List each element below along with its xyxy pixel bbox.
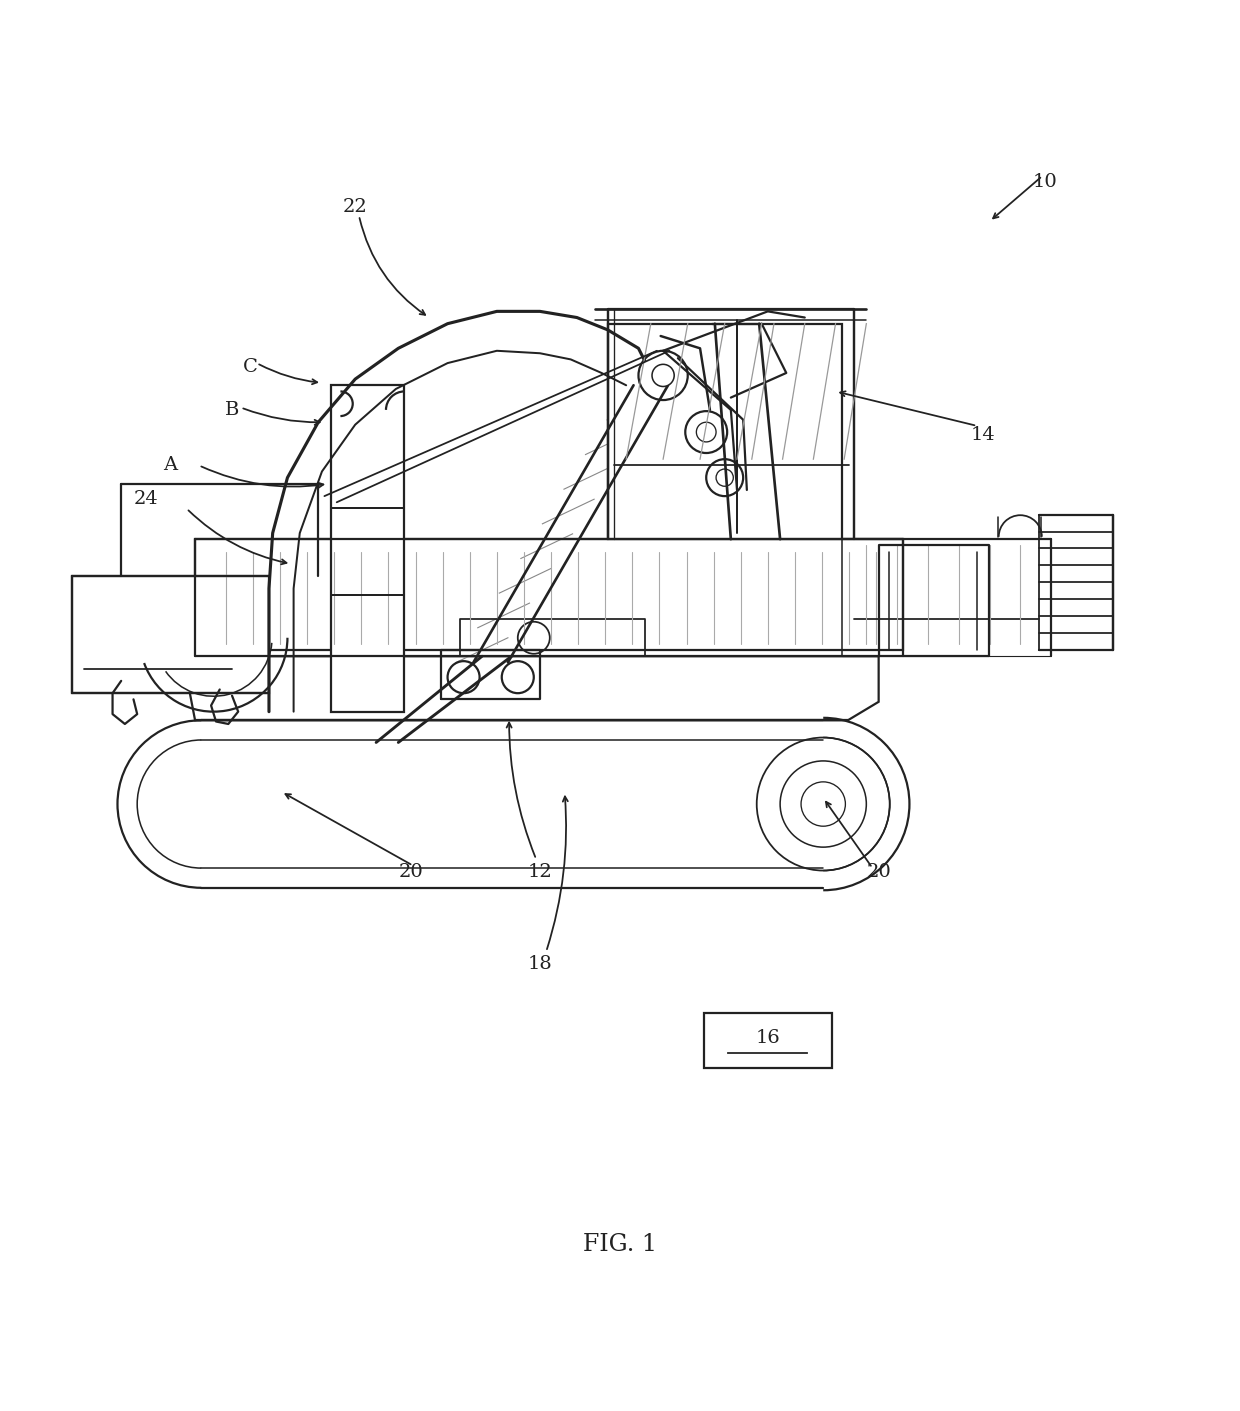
Text: 12: 12 <box>527 862 552 880</box>
Text: 24: 24 <box>134 490 159 508</box>
Circle shape <box>715 468 733 487</box>
Polygon shape <box>195 539 903 650</box>
Polygon shape <box>331 385 404 711</box>
Text: 18: 18 <box>527 955 552 974</box>
Text: 10: 10 <box>1033 174 1058 190</box>
Text: 22: 22 <box>342 198 367 216</box>
Text: 20: 20 <box>398 862 423 880</box>
Text: C: C <box>243 358 258 375</box>
Polygon shape <box>72 576 269 693</box>
Text: FIG. 1: FIG. 1 <box>583 1233 657 1256</box>
Polygon shape <box>182 656 879 720</box>
Polygon shape <box>608 323 842 539</box>
Text: 20: 20 <box>867 862 892 880</box>
Circle shape <box>652 364 675 387</box>
Text: 14: 14 <box>971 426 996 443</box>
Circle shape <box>697 422 715 442</box>
Text: 16: 16 <box>755 1029 780 1047</box>
Text: B: B <box>224 401 239 419</box>
Text: A: A <box>164 456 177 474</box>
Bar <box>704 1013 832 1068</box>
Text: 16: 16 <box>755 1031 780 1050</box>
